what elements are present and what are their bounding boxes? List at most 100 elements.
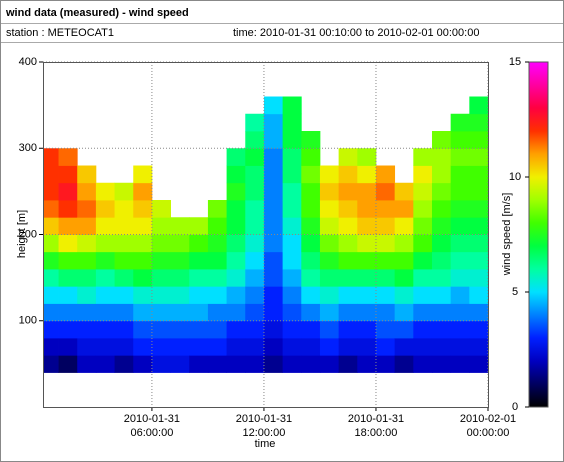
heat-cell — [282, 131, 302, 149]
heat-cell — [450, 355, 470, 373]
heat-cell — [95, 303, 115, 322]
heat-cell — [226, 269, 246, 287]
heat-cell — [469, 200, 489, 218]
heat-cell — [43, 338, 59, 356]
heat-cell — [338, 165, 358, 184]
heat-cell — [394, 303, 414, 322]
heat-cell — [394, 355, 414, 373]
x-tick-label: 00:00:00 — [467, 427, 510, 439]
heat-cell — [58, 303, 78, 322]
heat-cell — [226, 200, 246, 218]
heat-cell — [301, 200, 321, 218]
heat-cell — [301, 338, 321, 356]
heat-cell — [282, 165, 302, 184]
heat-cell — [375, 251, 396, 270]
heat-cell — [469, 165, 489, 184]
heat-cell — [43, 234, 59, 253]
heat-cell — [114, 217, 134, 235]
heat-cell — [431, 131, 452, 149]
heat-cell — [77, 338, 97, 356]
heat-cell — [151, 234, 171, 253]
heat-cell — [282, 217, 302, 235]
heat-cell — [301, 234, 321, 253]
heat-cell — [170, 234, 190, 253]
heat-cell — [301, 148, 321, 166]
heat-cell — [413, 338, 433, 356]
heat-cell — [133, 182, 153, 201]
heat-cell — [431, 165, 452, 184]
heat-cell — [77, 165, 97, 184]
heat-cell — [95, 269, 115, 287]
heat-cell — [357, 355, 377, 373]
heat-cell — [58, 251, 78, 270]
heat-cell — [263, 200, 284, 218]
x-tick-label: 06:00:00 — [131, 427, 174, 439]
heat-cell — [189, 320, 209, 339]
heat-cell — [95, 182, 115, 201]
heat-cell — [375, 165, 396, 184]
heat-cell — [375, 182, 396, 201]
heat-cell — [413, 286, 433, 304]
heat-cell — [394, 200, 414, 218]
heat-cell — [170, 269, 190, 287]
heat-cell — [431, 355, 452, 373]
heat-cell — [431, 200, 452, 218]
heat-cell — [245, 113, 265, 132]
heat-cell — [282, 355, 302, 373]
y-axis-label: height [m] — [16, 210, 28, 258]
heat-cell — [413, 165, 433, 184]
heat-cell — [431, 286, 452, 304]
heat-cell — [450, 200, 470, 218]
heat-cell — [263, 286, 284, 304]
heat-cell — [413, 320, 433, 339]
heat-cell — [133, 286, 153, 304]
heat-cell — [357, 148, 377, 166]
colorbar-tick-label: 0 — [512, 401, 518, 413]
heat-cell — [95, 251, 115, 270]
heat-cell — [431, 338, 452, 356]
heat-cell — [245, 286, 265, 304]
heat-cell — [301, 217, 321, 235]
heat-cell — [189, 269, 209, 287]
heat-cell — [450, 182, 470, 201]
heat-cell — [43, 303, 59, 322]
heat-cell — [207, 217, 228, 235]
heat-cell — [450, 234, 470, 253]
heat-cell — [413, 234, 433, 253]
heat-cell — [431, 217, 452, 235]
heat-cell — [338, 148, 358, 166]
colorbar-tick-label: 10 — [509, 171, 521, 183]
heat-cell — [189, 338, 209, 356]
heat-cell — [263, 234, 284, 253]
heat-cell — [282, 234, 302, 253]
heat-cell — [95, 200, 115, 218]
heat-cell — [338, 320, 358, 339]
heat-cell — [226, 165, 246, 184]
heat-cell — [77, 182, 97, 201]
heat-cell — [413, 355, 433, 373]
heat-cell — [151, 338, 171, 356]
heat-cell — [450, 269, 470, 287]
heat-cell — [43, 217, 59, 235]
heat-cell — [226, 286, 246, 304]
heat-cell — [43, 286, 59, 304]
heat-cell — [450, 148, 470, 166]
heat-cell — [245, 165, 265, 184]
heat-cell — [450, 113, 470, 132]
heat-cell — [151, 200, 171, 218]
heat-cell — [189, 251, 209, 270]
heat-cell — [338, 234, 358, 253]
heat-cell — [263, 182, 284, 201]
colorbar-tick-label: 15 — [509, 56, 521, 68]
heat-cell — [301, 269, 321, 287]
heat-cell — [450, 320, 470, 339]
heat-cell — [450, 165, 470, 184]
heat-cell — [226, 234, 246, 253]
heat-cell — [226, 303, 246, 322]
heat-cell — [245, 182, 265, 201]
heat-cell — [431, 269, 452, 287]
heat-cell — [170, 320, 190, 339]
heat-cell — [319, 165, 340, 184]
heat-cell — [394, 286, 414, 304]
heat-cell — [282, 200, 302, 218]
